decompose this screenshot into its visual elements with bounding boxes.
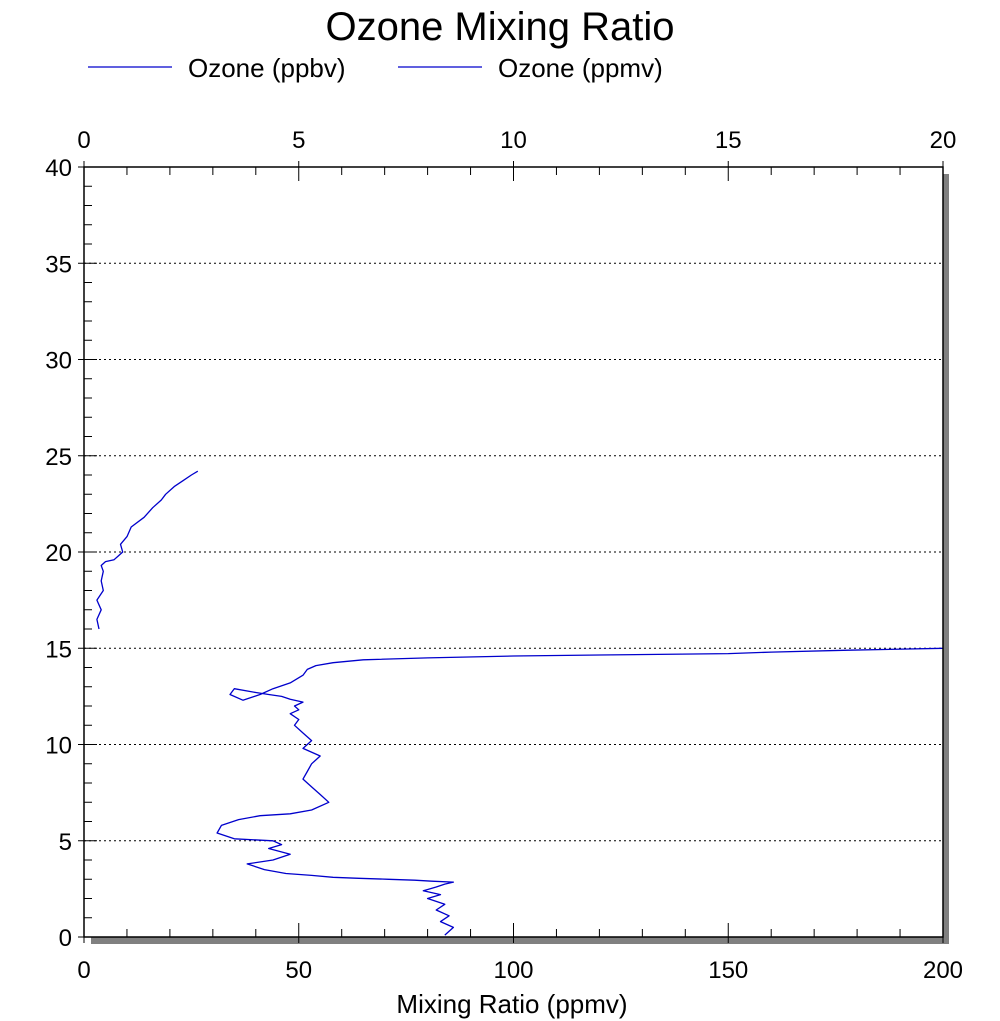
x-tick-label-150: 150 — [708, 957, 748, 984]
plot-frame — [83, 166, 944, 938]
y-tick-label-5: 5 — [59, 829, 72, 856]
x-axis-title: Mixing Ratio (ppmv) — [396, 989, 627, 1019]
legend: Ozone (ppbv) Ozone (ppmv) — [88, 53, 663, 83]
y-tick-label-30: 30 — [45, 348, 72, 375]
y-tick-label-10: 10 — [45, 733, 72, 760]
chart-title: Ozone Mixing Ratio — [325, 5, 674, 49]
y-tick-label-15: 15 — [45, 636, 72, 663]
grid — [84, 262, 943, 842]
series-line-ozone-ppbv — [216, 647, 944, 936]
y-tick-label-20: 20 — [45, 540, 72, 567]
legend-label-ozone-ppmv: Ozone (ppmv) — [498, 53, 663, 83]
x-tick-label-200: 200 — [923, 957, 963, 984]
x2-tick-label-5: 5 — [292, 127, 305, 154]
x-tick-label-50: 50 — [285, 957, 312, 984]
x2-tick-label-20: 20 — [930, 127, 957, 154]
x2-tick-label-0: 0 — [77, 127, 90, 154]
y-tick-label-25: 25 — [45, 444, 72, 471]
x2-tick-label-15: 15 — [715, 127, 742, 154]
y-tick-label-0: 0 — [59, 925, 72, 952]
x-tick-label-100: 100 — [493, 957, 533, 984]
y-tick-label-40: 40 — [45, 155, 72, 182]
x-tick-label-0: 0 — [77, 957, 90, 984]
series — [96, 470, 944, 936]
y-tick-label-35: 35 — [45, 251, 72, 278]
legend-label-ozone-ppbv: Ozone (ppbv) — [188, 53, 346, 83]
series-line-ozone-ppmv — [96, 470, 199, 630]
plot-shadow-right — [943, 174, 949, 944]
x2-tick-label-10: 10 — [500, 127, 527, 154]
plot-shadow-bottom — [91, 937, 949, 944]
